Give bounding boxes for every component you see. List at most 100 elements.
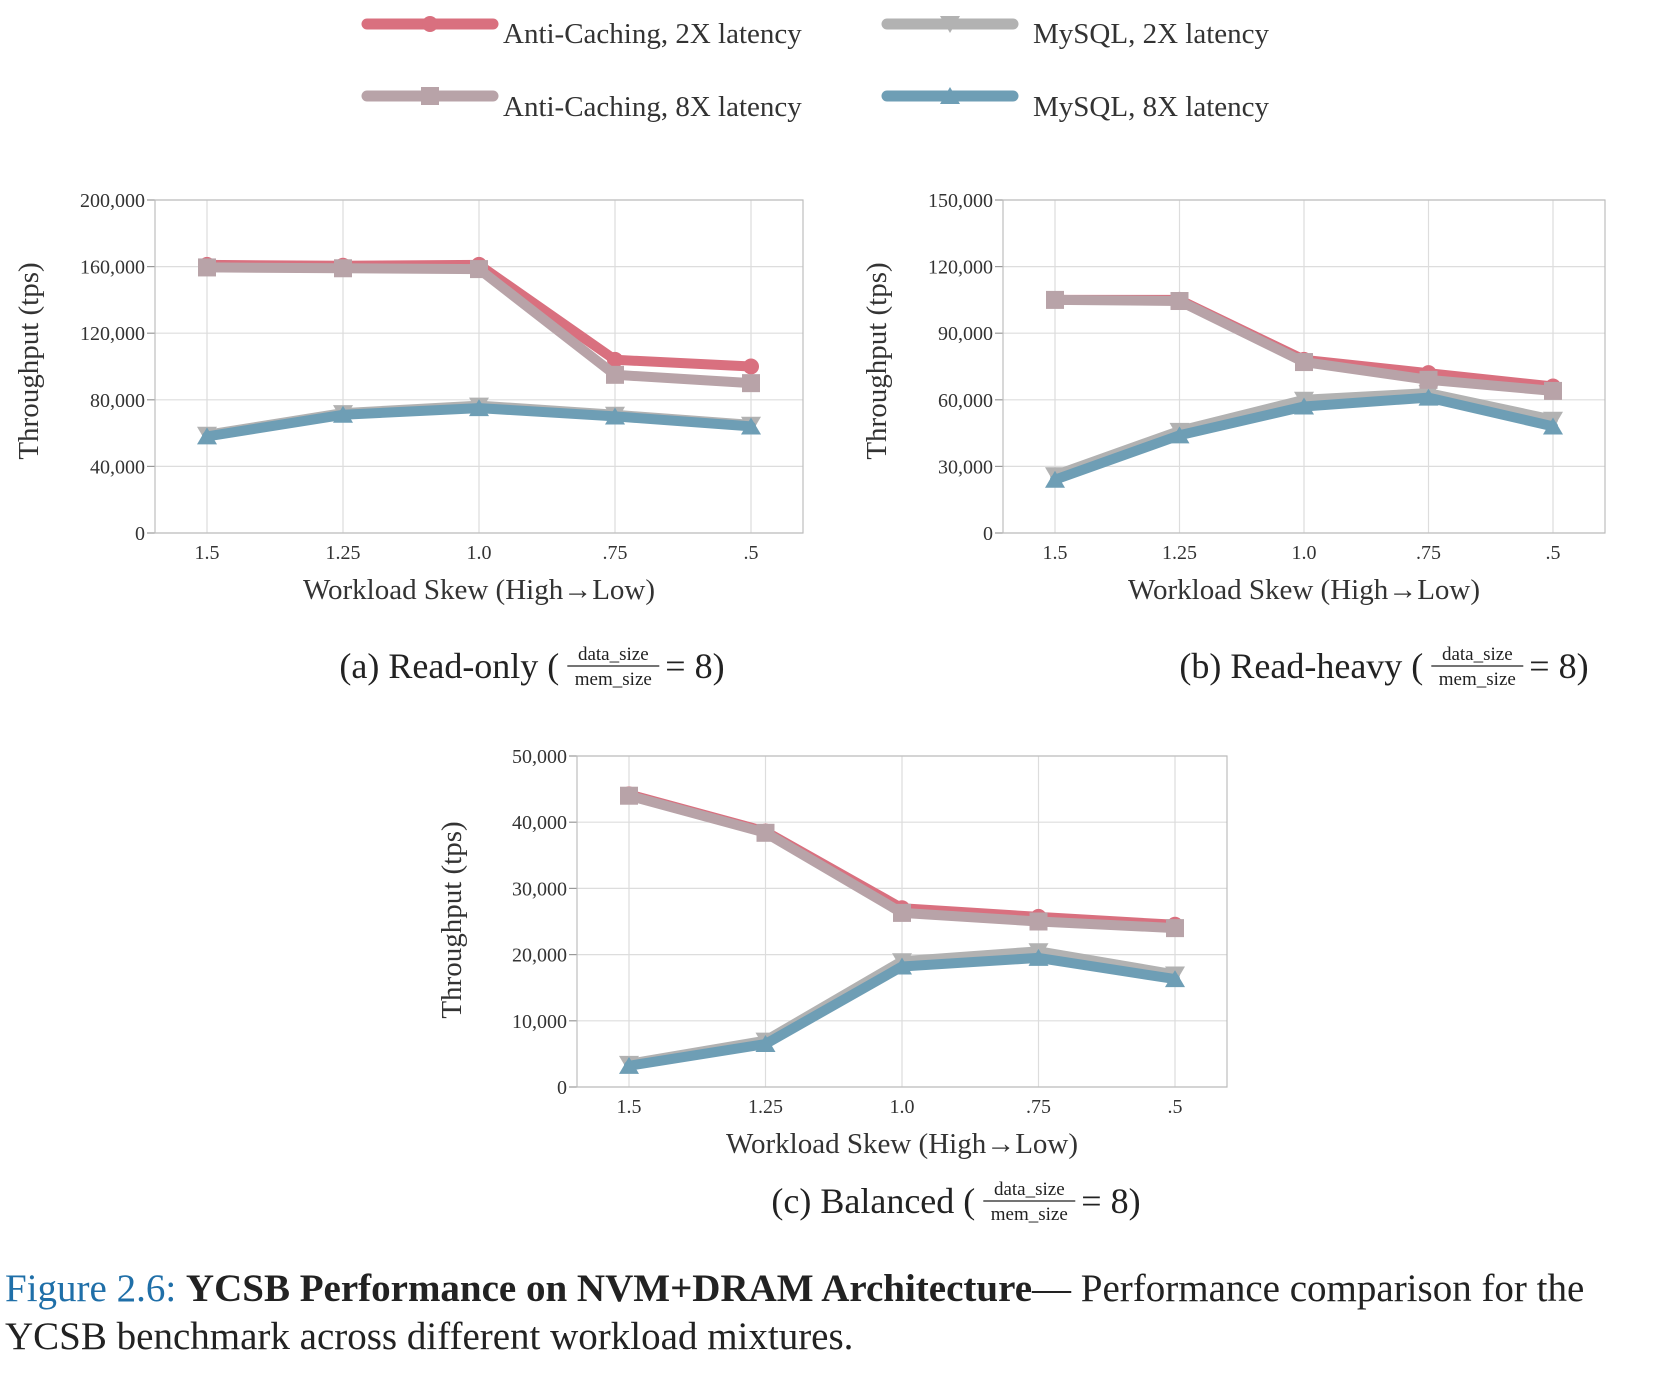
x-tick-label: 1.5 — [195, 542, 220, 564]
chart-panel-read-only: 0 40,000 80,000 120,000 160,000 200,000 1.5 1.2… — [13, 190, 804, 690]
y-tick-label: 30,000 — [938, 456, 993, 478]
y-tick-label: 80,000 — [90, 390, 145, 412]
y-tick-label: 20,000 — [512, 945, 567, 967]
data-point — [1544, 381, 1562, 400]
legend: Anti-Caching, 2X latency MySQL, 2X latenc… — [361, 16, 1269, 123]
x-tick-label: 1.0 — [890, 1096, 915, 1118]
x-tick-label: 1.5 — [1043, 542, 1068, 564]
data-point — [1170, 292, 1189, 311]
y-tick-label: 160,000 — [80, 257, 145, 279]
data-point — [619, 1056, 639, 1074]
fraction-denominator: mem_size — [1439, 669, 1516, 690]
series — [1046, 290, 1562, 400]
x-tick-label: 1.25 — [326, 542, 361, 564]
y-tick-label: 120,000 — [928, 257, 993, 279]
legend-marker — [421, 87, 439, 105]
data-point — [333, 405, 353, 423]
fraction-numerator: data_size — [1442, 644, 1513, 665]
x-tick-label: 1.5 — [617, 1096, 642, 1118]
data-point — [1169, 426, 1190, 444]
legend-item: MySQL, 8X latency — [881, 87, 1269, 123]
data-point — [470, 260, 488, 279]
y-tick-label: 200,000 — [80, 190, 145, 212]
y-tick-label: 0 — [135, 523, 145, 545]
data-point — [1543, 417, 1563, 435]
data-point — [893, 903, 911, 922]
legend-marker — [422, 16, 438, 32]
legend-item: MySQL, 2X latency — [881, 16, 1269, 50]
data-point — [469, 399, 489, 417]
y-tick-label: 150,000 — [928, 190, 993, 212]
sub-caption-end: = 8) — [1529, 646, 1588, 686]
data-point — [756, 823, 775, 842]
data-point — [198, 258, 216, 277]
sub-caption-text: (b) Read-heavy ( — [1179, 646, 1423, 686]
y-axis-title: Throughput (tps) — [13, 262, 45, 459]
x-axis-title: Workload Skew (High→Low) — [303, 574, 655, 606]
x-tick-label: .75 — [603, 542, 628, 564]
data-point — [605, 407, 625, 425]
data-point — [607, 351, 623, 368]
data-point — [755, 1034, 776, 1052]
data-point — [334, 259, 352, 278]
figure-label: Figure 2.6: — [5, 1267, 177, 1310]
y-tick-label: 0 — [983, 523, 993, 545]
data-point — [743, 358, 759, 375]
y-tick-label: 120,000 — [80, 323, 145, 345]
figure-caption: Figure 2.6: YCSB Performance on NVM+DRAM… — [5, 1265, 1655, 1361]
x-tick-label: .5 — [1168, 1096, 1183, 1118]
data-point — [1045, 470, 1065, 488]
fraction-denominator: mem_size — [575, 669, 652, 690]
data-point — [1419, 370, 1438, 389]
sub-caption: (b) Read-heavy ( = 8) data_size mem_size — [1179, 644, 1588, 690]
legend-item: Anti-Caching, 8X latency — [361, 87, 802, 123]
fraction-denominator: mem_size — [991, 1204, 1068, 1225]
y-axis-title: Throughput (tps) — [436, 821, 468, 1018]
data-point — [892, 957, 912, 975]
series — [198, 258, 760, 393]
legend-label: MySQL, 8X latency — [1033, 91, 1269, 123]
legend-label: MySQL, 2X latency — [1033, 18, 1269, 50]
legend-label: Anti-Caching, 8X latency — [503, 91, 802, 123]
legend-item: Anti-Caching, 2X latency — [361, 16, 802, 50]
data-point — [1295, 353, 1313, 372]
sub-caption-text: (c) Balanced ( — [771, 1181, 975, 1221]
x-tick-label: 1.25 — [1162, 542, 1197, 564]
legend-marker — [940, 16, 960, 33]
data-point — [197, 427, 217, 445]
x-tick-label: .5 — [1546, 542, 1561, 564]
figure-caption-text: — Performance comparison for the YCSB be… — [5, 1267, 1585, 1358]
x-axis-title: Workload Skew (High→Low) — [1128, 574, 1480, 606]
y-tick-label: 30,000 — [512, 878, 567, 900]
y-tick-label: 40,000 — [90, 456, 145, 478]
y-tick-label: 90,000 — [938, 323, 993, 345]
x-axis-title: Workload Skew (High→Low) — [726, 1128, 1078, 1160]
y-tick-label: 10,000 — [512, 1011, 567, 1033]
legend-marker — [940, 87, 960, 104]
sub-caption-end: = 8) — [1081, 1181, 1140, 1221]
sub-caption: (c) Balanced ( = 8) data_size mem_size — [771, 1179, 1140, 1225]
data-point — [606, 365, 624, 384]
series — [619, 948, 1185, 1074]
data-point — [1294, 397, 1314, 415]
chart-panel-read-heavy: 0 30,000 60,000 90,000 120,000 150,000 1.5 1.25… — [861, 190, 1606, 690]
figure-title: YCSB Performance on NVM+DRAM Architectur… — [185, 1267, 1033, 1310]
x-tick-label: 1.25 — [748, 1096, 783, 1118]
y-tick-label: 60,000 — [938, 390, 993, 412]
y-tick-label: 0 — [557, 1077, 567, 1099]
plot-frame — [154, 199, 804, 534]
sub-caption-end: = 8) — [665, 646, 724, 686]
series — [1045, 388, 1563, 488]
x-tick-label: .5 — [744, 542, 759, 564]
data-point — [1166, 919, 1184, 938]
fraction-numerator: data_size — [994, 1179, 1065, 1200]
data-point — [1165, 970, 1185, 988]
series — [197, 399, 761, 445]
y-tick-label: 50,000 — [512, 746, 567, 768]
legend-label: Anti-Caching, 2X latency — [503, 18, 802, 50]
fraction-numerator: data_size — [578, 644, 649, 665]
data-point — [742, 374, 760, 393]
sub-caption: (a) Read-only (= 8) data_size mem_size — [339, 644, 724, 690]
plot-frame — [1002, 199, 1606, 534]
